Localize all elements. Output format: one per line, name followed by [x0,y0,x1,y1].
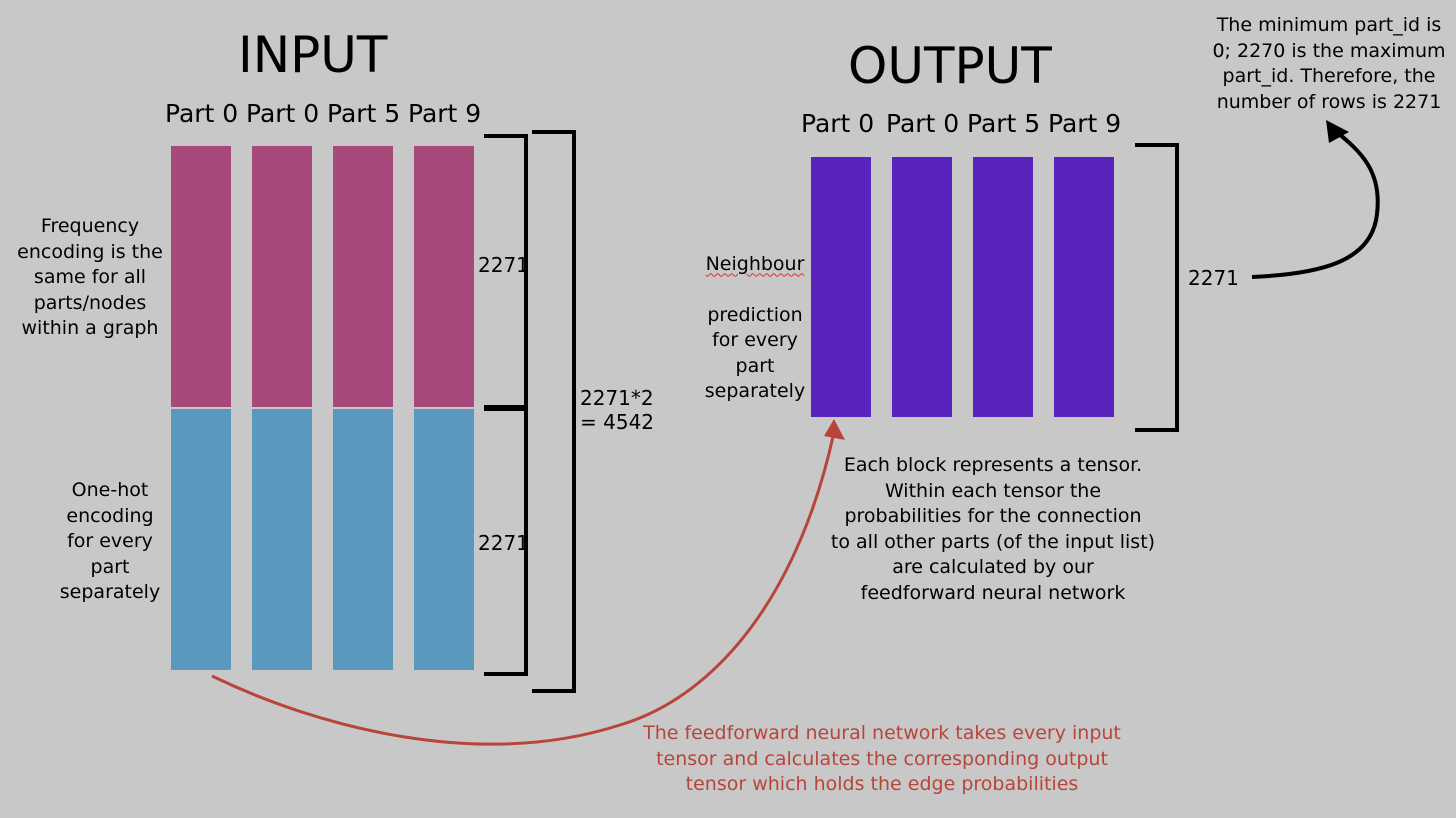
input-onehot-block [252,409,312,670]
network-arrowhead [824,419,845,440]
output-column-label: Part 0 [801,109,875,138]
input-frequency-block [171,146,231,407]
output-bracket [1135,143,1179,432]
onehot-encoding-note: One-hot encoding for every part separate… [59,479,161,603]
input-column-label: Part 0 [246,99,320,128]
output-tensor-block [892,157,952,417]
input-total-bracket [532,130,576,693]
output-tensor-block [1054,157,1114,417]
output-tensor-block [973,157,1033,417]
output-column-label: Part 5 [967,109,1041,138]
input-onehot-block [414,409,474,670]
input-column-label: Part 9 [408,99,482,128]
part-id-note: The minimum part_id is 0; 2270 is the ma… [1212,14,1446,113]
input-frequency-block [414,146,474,407]
frequency-encoding-note: Frequency encoding is the same for all p… [17,215,163,339]
network-description-note: The feedforward neural network takes eve… [643,722,1121,795]
input-frequency-rows-label: 2271 [478,253,529,277]
input-column-label: Part 5 [327,99,401,128]
input-onehot-rows-label: 2271 [478,531,529,555]
part-id-arrowhead [1326,120,1349,143]
input-frequency-block [252,146,312,407]
output-column-label: Part 9 [1048,109,1122,138]
tensor-description-note: Each block represents a tensor. Within e… [830,454,1156,604]
output-tensor-block [811,157,871,417]
input-frequency-block [333,146,393,407]
input-total-rows-label: 2271*2 = 4542 [580,386,655,434]
output-column-label: Part 0 [886,109,960,138]
output-title: OUTPUT [848,37,1052,95]
input-column-label: Part 0 [165,99,239,128]
input-title: INPUT [238,26,388,84]
output-rows-label: 2271 [1188,266,1239,290]
part-id-arrow [1251,128,1380,279]
input-onehot-block [171,409,231,670]
input-onehot-block [333,409,393,670]
neighbour-prediction-note: Neighbour prediction for every part sepa… [700,226,810,405]
neighbour-note-rest: prediction for every part separately [704,303,806,403]
neighbour-word: Neighbour [705,252,805,275]
